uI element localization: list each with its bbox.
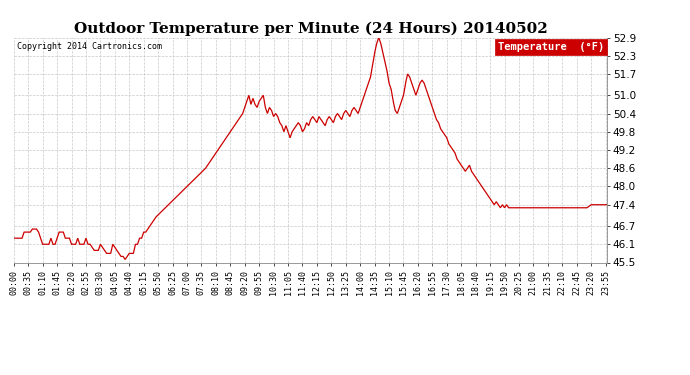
Title: Outdoor Temperature per Minute (24 Hours) 20140502: Outdoor Temperature per Minute (24 Hours… (74, 22, 547, 36)
Text: Copyright 2014 Cartronics.com: Copyright 2014 Cartronics.com (17, 42, 161, 51)
Text: Temperature  (°F): Temperature (°F) (498, 42, 604, 52)
